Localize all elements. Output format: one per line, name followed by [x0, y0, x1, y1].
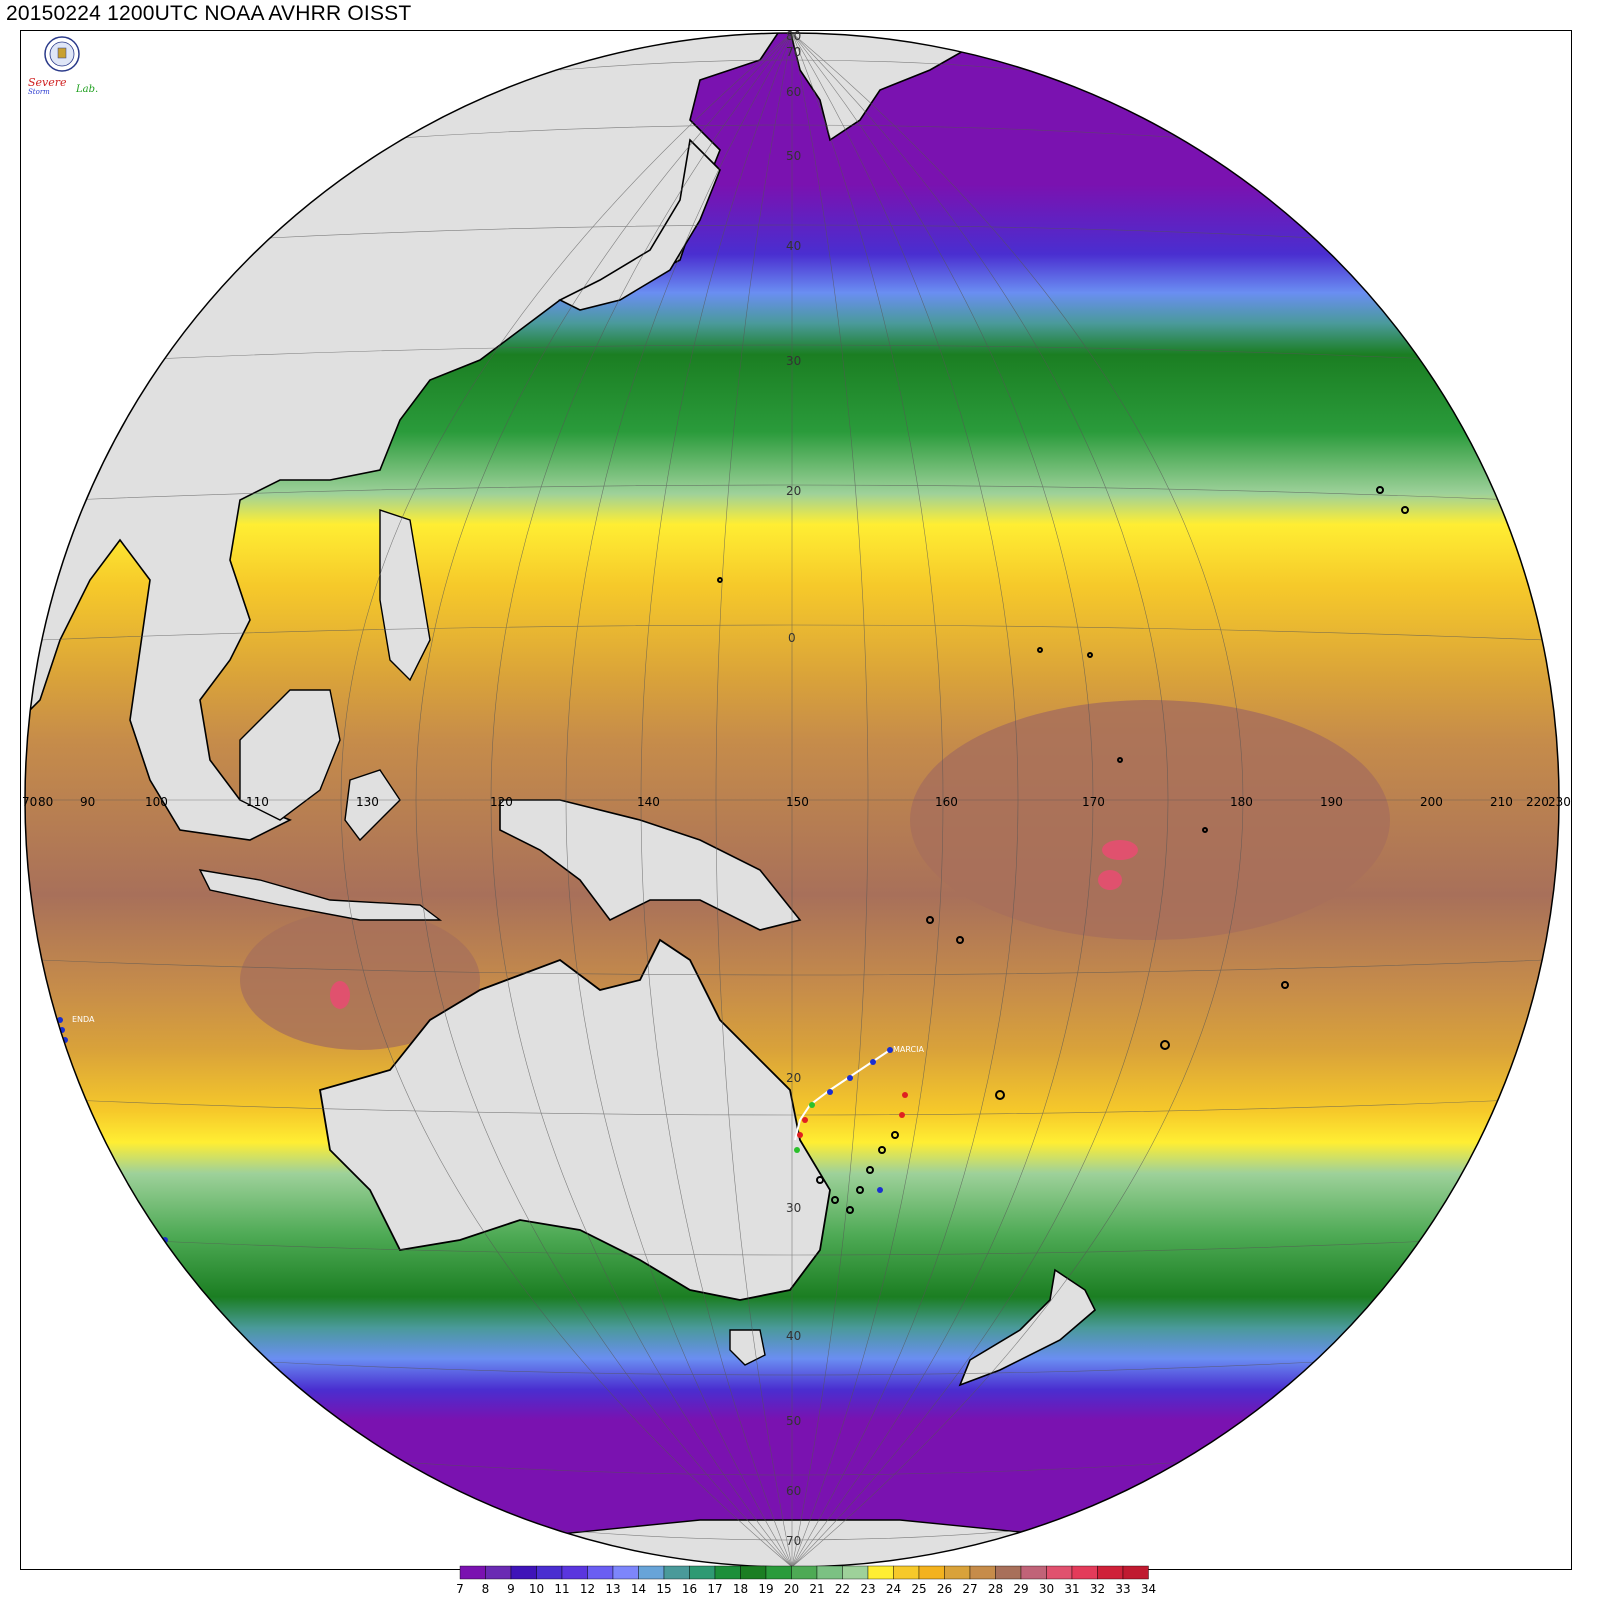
lon-label: 120: [490, 795, 513, 809]
lon-label: 190: [1320, 795, 1343, 809]
lon-label: 210: [1490, 795, 1513, 809]
lon-label: 80: [38, 795, 53, 809]
landmass-japan: [558, 138, 721, 311]
landmass-borneo: [239, 689, 341, 821]
lat-label: 50: [786, 1414, 801, 1428]
lat-label: 30: [786, 354, 801, 368]
landmass-new-zealand: [958, 1268, 1096, 1387]
lat-label: 50: [786, 149, 801, 163]
hot-spot: [330, 981, 350, 1009]
lat-label: 20: [786, 484, 801, 498]
storm-track-marcia: [794, 1047, 908, 1214]
lon-label: 230: [1548, 795, 1571, 809]
graticule: [25, 33, 1559, 1567]
landmass-sulawesi: [344, 769, 401, 842]
lon-label: 220: [1526, 795, 1549, 809]
logo-text-severe: Severe: [28, 76, 67, 89]
lat-label: 20: [786, 1071, 801, 1085]
lat-label: 70: [786, 45, 801, 59]
lat-label: 0: [788, 631, 796, 645]
lon-label: 170: [1082, 795, 1105, 809]
lon-label: 160: [935, 795, 958, 809]
lon-label: 130: [356, 795, 379, 809]
hot-spot: [1098, 870, 1122, 890]
lon-label: 180: [1230, 795, 1253, 809]
lon-label: 200: [1420, 795, 1443, 809]
lat-label: 30: [786, 1201, 801, 1215]
longitude-labels: 70 80 90 100 110 120 130 140 150 160 170…: [22, 795, 1571, 809]
lat-label: 60: [786, 1484, 801, 1498]
lon-label: 110: [246, 795, 269, 809]
lat-label: 70: [786, 1534, 801, 1548]
logo-text-storm: Storm: [28, 88, 50, 96]
pacific-islands: [717, 486, 1409, 1100]
lon-label: 90: [80, 795, 95, 809]
landmass-new-guinea: [499, 799, 802, 931]
warm-pool: [910, 700, 1390, 940]
storm-label-marcia: MARCIA: [893, 1045, 924, 1054]
lat-label: 40: [786, 239, 801, 253]
latitude-labels: 80 70 60 50 40 30 20 0 20 30 40 50 60 70: [786, 29, 801, 1548]
lon-label: 140: [637, 795, 660, 809]
landmass-java: [198, 869, 443, 921]
warm-pool-west: [240, 910, 480, 1050]
lon-label: 150: [786, 795, 809, 809]
storm-label-enda: ENDA: [72, 1015, 95, 1024]
landmass-philippines: [379, 509, 431, 682]
map-title: 20150224 1200UTC NOAA AVHRR OISST: [6, 2, 412, 25]
lat-label: 40: [786, 1329, 801, 1343]
logo-text-lab: Lab.: [75, 84, 98, 95]
hot-spot: [1102, 840, 1138, 860]
lat-label: 60: [786, 85, 801, 99]
lab-logo: Severe Storm Lab.: [28, 36, 98, 96]
lon-label: 100: [145, 795, 168, 809]
landmass-australia: [318, 938, 831, 1301]
lon-label: 70: [22, 795, 37, 809]
lat-label: 80: [786, 29, 801, 43]
